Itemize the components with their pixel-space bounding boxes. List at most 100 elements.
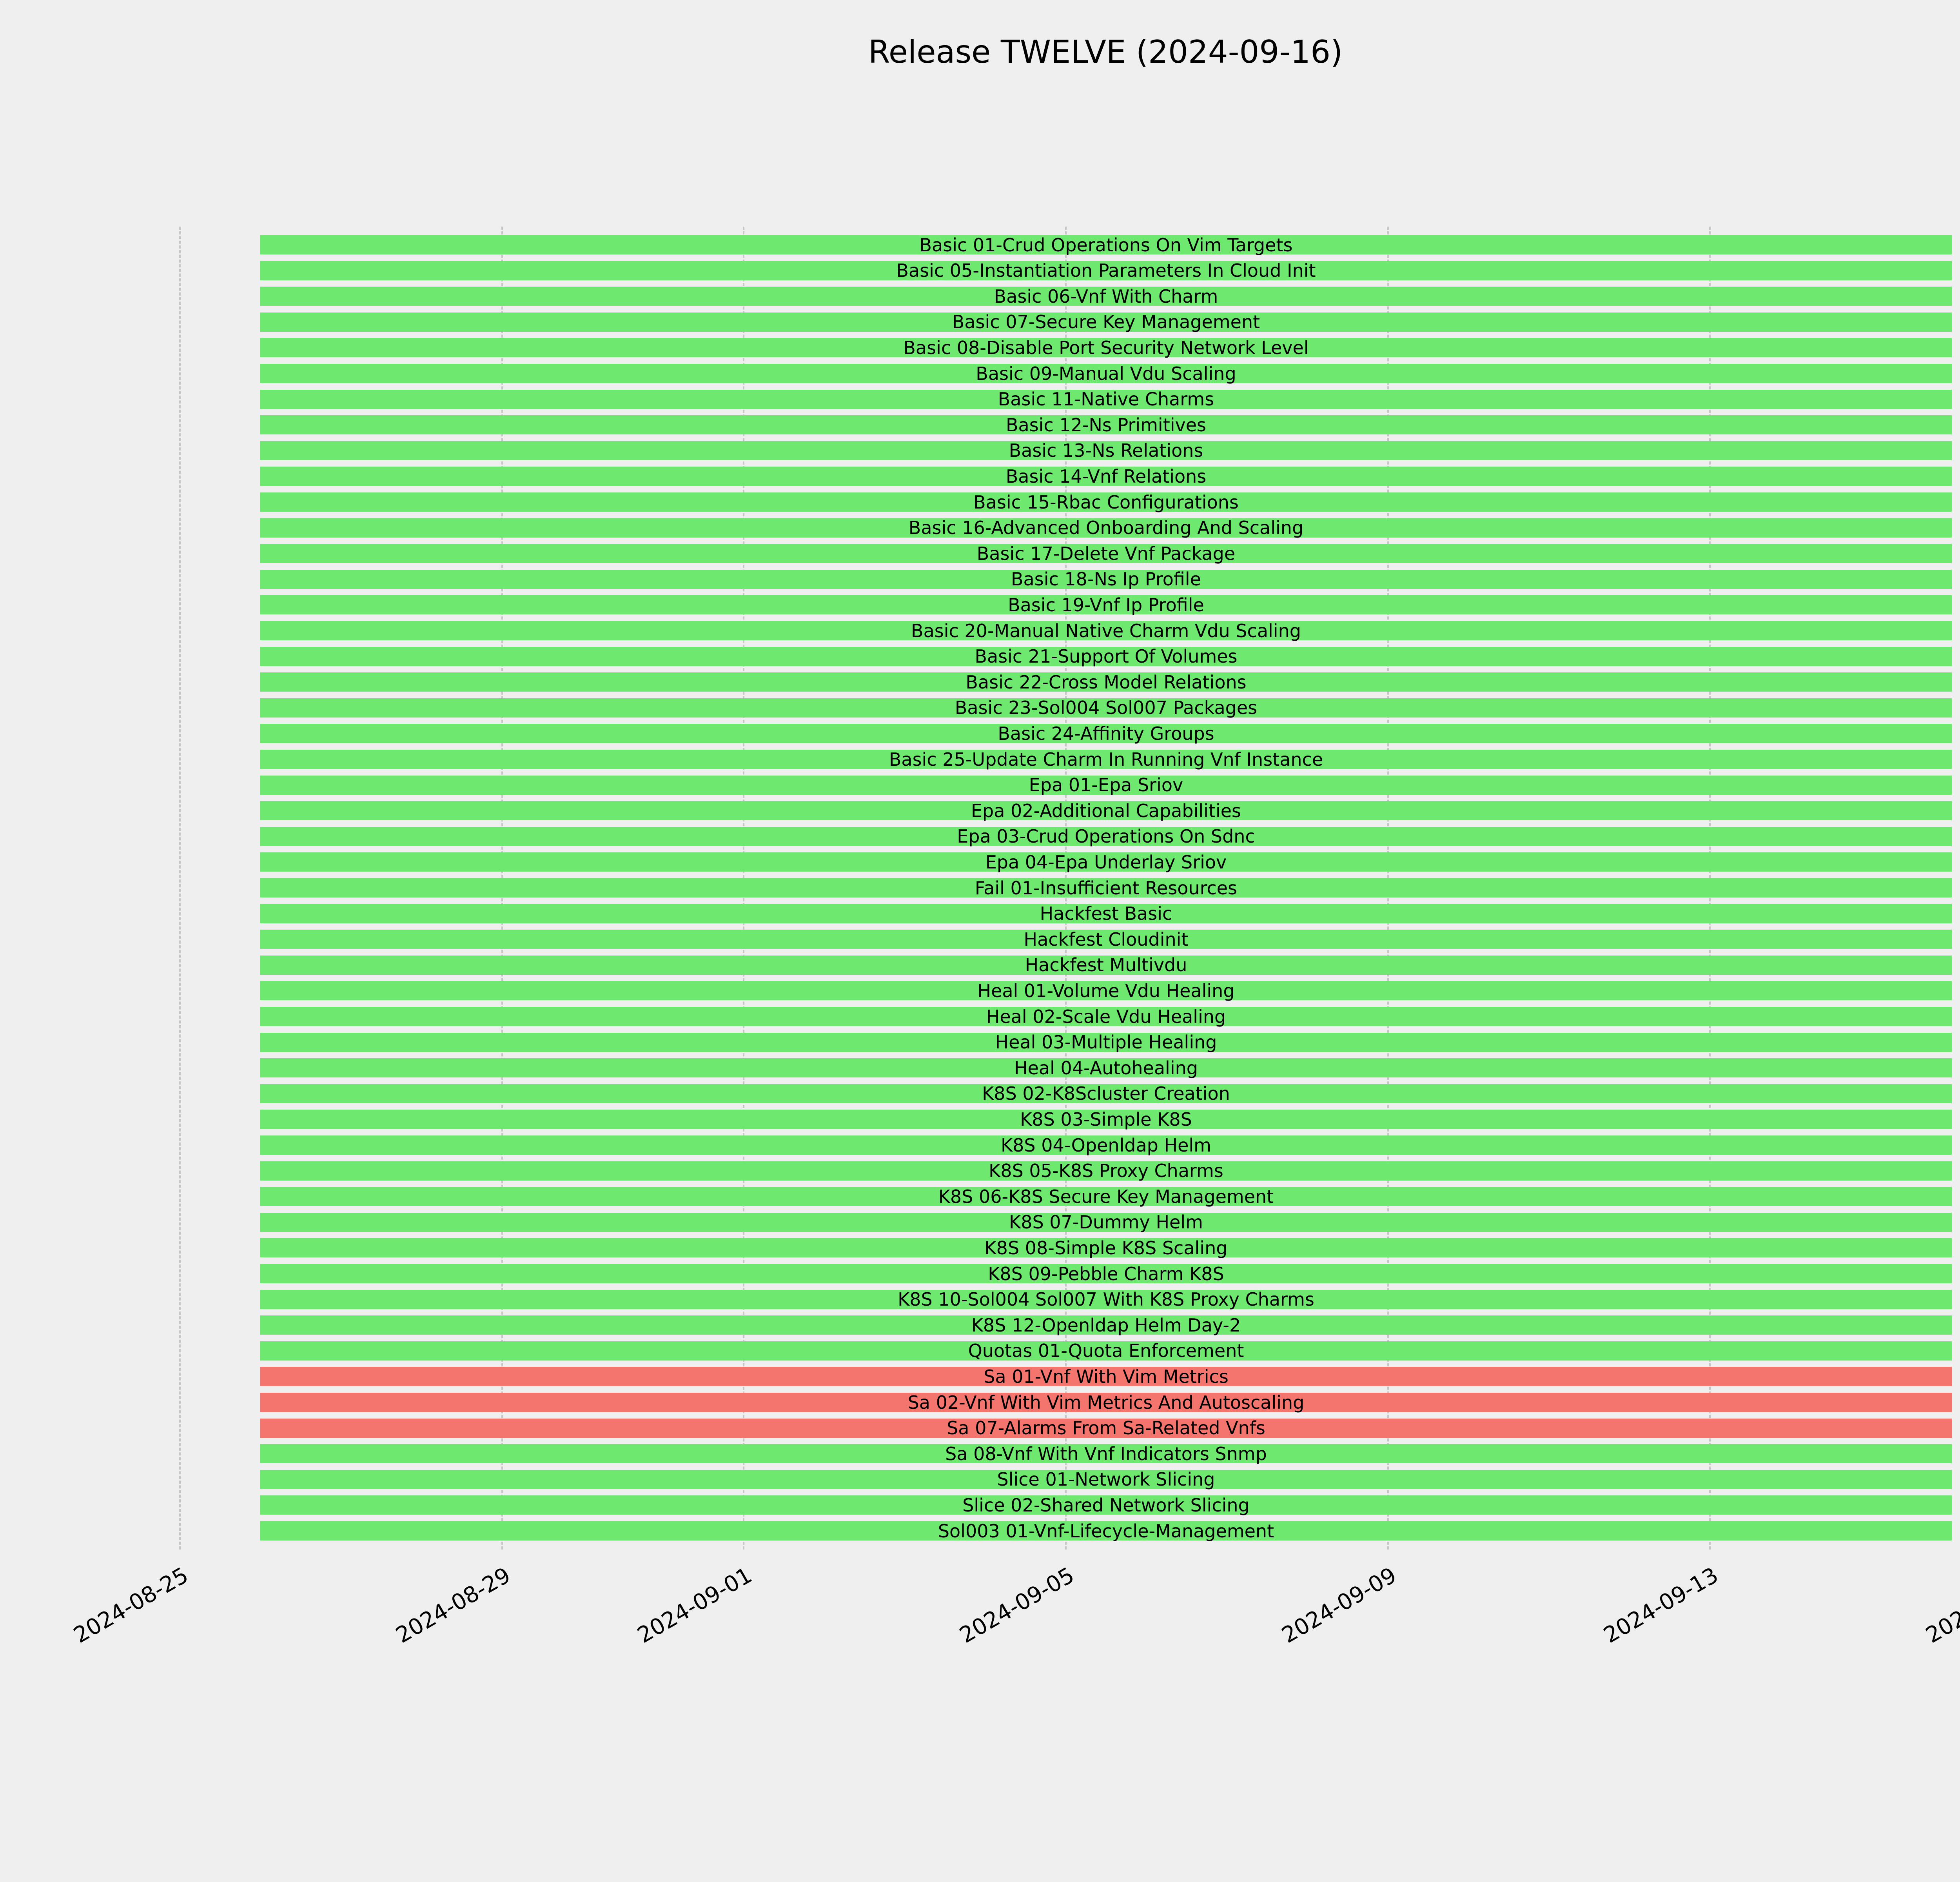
gantt-bar-pass: Basic 18-Ns Ip Profile — [260, 569, 1952, 590]
gantt-bar-pass: K8S 07-Dummy Helm — [260, 1212, 1952, 1233]
bar-label: Basic 22-Cross Model Relations — [965, 671, 1247, 693]
bar-label: Basic 25-Update Charm In Running Vnf Ins… — [889, 748, 1323, 770]
gantt-bar-pass: Hackfest Multivdu — [260, 954, 1952, 976]
gantt-bar-fail: Sa 01-Vnf With Vim Metrics — [260, 1366, 1952, 1387]
bar-label: Heal 01-Volume Vdu Healing — [977, 980, 1235, 1001]
bar-label: K8S 03-Simple K8S — [1020, 1108, 1192, 1130]
bar-label: Fail 01-Insufficient Resources — [975, 877, 1238, 899]
gantt-bar-pass: Epa 01-Epa Sriov — [260, 774, 1952, 796]
bar-label: Basic 21-Support Of Volumes — [975, 646, 1238, 667]
gantt-bar-pass: Basic 20-Manual Native Charm Vdu Scaling — [260, 620, 1952, 641]
bar-label: Quotas 01-Quota Enforcement — [968, 1340, 1244, 1362]
x-tick-label: 2024-08-25 — [69, 1562, 193, 1649]
bar-label: Hackfest Cloudinit — [1024, 928, 1189, 950]
bar-label: Heal 02-Scale Vdu Healing — [986, 1006, 1226, 1027]
gantt-bar-pass: K8S 10-Sol004 Sol007 With K8S Proxy Char… — [260, 1290, 1952, 1309]
gantt-bar-pass: K8S 05-K8S Proxy Charms — [260, 1160, 1952, 1182]
gantt-bar-pass: Epa 04-Epa Underlay Sriov — [260, 852, 1952, 872]
gantt-bar-pass: Basic 24-Affinity Groups — [260, 723, 1952, 744]
gantt-bar-pass: Heal 04-Autohealing — [260, 1057, 1952, 1079]
gantt-bar-pass: Basic 01-Crud Operations On Vim Targets — [260, 235, 1952, 254]
bar-label: Epa 01-Epa Sriov — [1029, 774, 1183, 796]
gantt-bar-pass: Sa 08-Vnf With Vnf Indicators Snmp — [260, 1443, 1952, 1464]
gantt-bar-pass: Fail 01-Insufficient Resources — [260, 877, 1952, 899]
bar-label: Epa 02-Additional Capabilities — [971, 800, 1241, 821]
gantt-bar-pass: Basic 12-Ns Primitives — [260, 414, 1952, 436]
gantt-bar-pass: Basic 22-Cross Model Relations — [260, 671, 1952, 693]
gantt-bar-pass: Hackfest Basic — [260, 903, 1952, 925]
gantt-bar-pass: Basic 23-Sol004 Sol007 Packages — [260, 697, 1952, 719]
bar-label: Basic 23-Sol004 Sol007 Packages — [955, 697, 1258, 719]
gantt-bar-pass: Basic 08-Disable Port Security Network L… — [260, 337, 1952, 358]
gantt-bar-pass: Basic 06-Vnf With Charm — [260, 285, 1952, 307]
gantt-bar-pass: K8S 04-Openldap Helm — [260, 1134, 1952, 1156]
bar-label: Sa 08-Vnf With Vnf Indicators Snmp — [945, 1443, 1267, 1464]
bar-label: K8S 09-Pebble Charm K8S — [988, 1263, 1224, 1284]
bar-label: Basic 11-Native Charms — [998, 389, 1214, 410]
gantt-bar-fail: Sa 07-Alarms From Sa-Related Vnfs — [260, 1417, 1952, 1439]
bar-label: Sa 07-Alarms From Sa-Related Vnfs — [947, 1417, 1265, 1439]
gantt-bar-pass: Basic 21-Support Of Volumes — [260, 646, 1952, 667]
bar-label: Heal 03-Multiple Healing — [995, 1032, 1217, 1053]
bar-label: Basic 09-Manual Vdu Scaling — [976, 363, 1236, 384]
bar-label: Basic 19-Vnf Ip Profile — [1008, 594, 1204, 616]
bar-label: K8S 12-Openldap Helm Day-2 — [971, 1314, 1241, 1336]
bar-label: K8S 04-Openldap Helm — [1000, 1134, 1211, 1156]
bar-label: K8S 07-Dummy Helm — [1009, 1212, 1203, 1233]
bar-label: Basic 06-Vnf With Charm — [994, 285, 1218, 307]
bar-label: Basic 12-Ns Primitives — [1005, 414, 1207, 436]
gantt-bar-pass: K8S 09-Pebble Charm K8S — [260, 1263, 1952, 1284]
bar-label: Basic 20-Manual Native Charm Vdu Scaling — [911, 620, 1301, 641]
gantt-bar-pass: Basic 17-Delete Vnf Package — [260, 543, 1952, 564]
gantt-bar-pass: Basic 15-Rbac Configurations — [260, 491, 1952, 513]
gantt-bar-pass: Basic 13-Ns Relations — [260, 440, 1952, 461]
bar-label: Basic 16-Advanced Onboarding And Scaling — [908, 517, 1304, 539]
x-tick-label: 2024-09-13 — [1599, 1562, 1723, 1649]
gantt-bar-fail: Sa 02-Vnf With Vim Metrics And Autoscali… — [260, 1392, 1952, 1413]
gantt-bar-pass: Quotas 01-Quota Enforcement — [260, 1340, 1952, 1362]
bar-label: K8S 05-K8S Proxy Charms — [989, 1160, 1223, 1182]
bar-label: Slice 01-Network Slicing — [997, 1469, 1215, 1490]
gantt-bar-pass: Epa 02-Additional Capabilities — [260, 800, 1952, 821]
bar-label: Basic 24-Affinity Groups — [998, 723, 1214, 744]
bar-label: Hackfest Multivdu — [1025, 954, 1187, 976]
gantt-bar-pass: Basic 16-Advanced Onboarding And Scaling — [260, 517, 1952, 539]
bar-label: K8S 02-K8Scluster Creation — [982, 1083, 1230, 1104]
bar-label: Basic 08-Disable Port Security Network L… — [903, 337, 1309, 358]
gantt-bar-pass: Heal 02-Scale Vdu Healing — [260, 1006, 1952, 1027]
gantt-bar-pass: Heal 03-Multiple Healing — [260, 1032, 1952, 1053]
gantt-bar-pass: K8S 08-Simple K8S Scaling — [260, 1238, 1952, 1258]
gantt-bar-pass: Basic 07-Secure Key Management — [260, 311, 1952, 333]
gantt-bar-pass: Basic 09-Manual Vdu Scaling — [260, 363, 1952, 384]
x-tick-label: 2024-09-09 — [1277, 1562, 1401, 1649]
bar-label: K8S 06-K8S Secure Key Management — [938, 1186, 1274, 1207]
gantt-bar-pass: Basic 14-Vnf Relations — [260, 465, 1952, 487]
gantt-bar-pass: K8S 03-Simple K8S — [260, 1108, 1952, 1130]
gantt-bar-pass: Heal 01-Volume Vdu Healing — [260, 980, 1952, 1001]
x-tick-label: 2024-09-05 — [955, 1562, 1079, 1649]
gantt-bar-pass: K8S 12-Openldap Helm Day-2 — [260, 1314, 1952, 1336]
bar-label: Basic 18-Ns Ip Profile — [1011, 569, 1201, 590]
bar-label: Basic 17-Delete Vnf Package — [976, 543, 1236, 564]
gantt-bar-pass: K8S 06-K8S Secure Key Management — [260, 1186, 1952, 1207]
gantt-bar-pass: Hackfest Cloudinit — [260, 928, 1952, 950]
gantt-bar-pass: Epa 03-Crud Operations On Sdnc — [260, 826, 1952, 847]
bar-label: Sa 02-Vnf With Vim Metrics And Autoscali… — [907, 1392, 1305, 1413]
gridline — [179, 227, 181, 1550]
bar-label: Epa 03-Crud Operations On Sdnc — [957, 826, 1255, 847]
bar-label: Hackfest Basic — [1040, 903, 1172, 925]
gantt-bar-pass: Sol003 01-Vnf-Lifecycle-Management — [260, 1521, 1952, 1540]
gantt-bar-pass: Basic 25-Update Charm In Running Vnf Ins… — [260, 748, 1952, 770]
bar-label: Basic 15-Rbac Configurations — [973, 491, 1239, 513]
bar-label: Heal 04-Autohealing — [1014, 1057, 1198, 1079]
bar-label: Basic 14-Vnf Relations — [1005, 465, 1207, 487]
gantt-bar-pass: K8S 02-K8Scluster Creation — [260, 1083, 1952, 1104]
bar-label: Basic 13-Ns Relations — [1009, 440, 1203, 461]
bar-label: Sa 01-Vnf With Vim Metrics — [984, 1366, 1229, 1387]
bar-label: Slice 02-Shared Network Slicing — [962, 1494, 1250, 1516]
gantt-bar-pass: Slice 01-Network Slicing — [260, 1469, 1952, 1490]
bar-label: Basic 07-Secure Key Management — [952, 311, 1260, 333]
